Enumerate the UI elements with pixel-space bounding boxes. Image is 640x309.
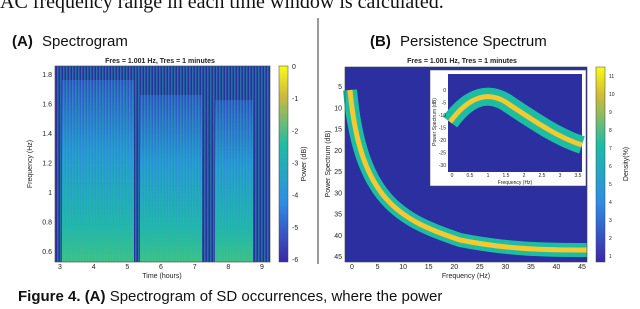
y-tick-label: -2 <box>292 128 298 135</box>
y-tick-label: 2 <box>609 236 612 242</box>
caption-text: Spectrogram of SD occurrences, where the… <box>110 288 443 305</box>
y-tick-label: 5 <box>338 84 342 91</box>
y-tick-label: 15 <box>334 127 342 134</box>
colorbar <box>278 65 289 263</box>
x-tick-label: 8 <box>226 264 230 271</box>
y-tick-label: -15 <box>439 126 446 132</box>
x-tick-label: 0 <box>451 173 454 179</box>
x-tick-label: 30 <box>501 264 509 271</box>
caption-figure: Figure 4. <box>18 288 81 305</box>
y-tick-label: 0.8 <box>42 220 52 227</box>
panel-label: (A) <box>12 33 33 50</box>
x-tick-label: 6 <box>159 264 163 271</box>
x-tick-label: 10 <box>399 264 407 271</box>
caption: Figure 4. (A) Spectrogram of SD occurren… <box>18 288 442 305</box>
x-tick-label: 9 <box>260 264 264 271</box>
y-tick-label: 1 <box>609 254 612 260</box>
colorbar-label: Density(%) <box>623 147 630 181</box>
x-tick-label: 7 <box>193 264 197 271</box>
plot-frame <box>54 65 271 263</box>
y-tick-label: -1 <box>292 96 298 103</box>
x-tick-label: 0.5 <box>467 173 474 179</box>
y-tick-label: 0 <box>292 64 296 71</box>
y-tick-label: -20 <box>439 138 446 144</box>
caption-panel: (A) <box>85 288 106 305</box>
x-tick-label: 1 <box>487 173 490 179</box>
x-tick-label: 40 <box>553 264 561 271</box>
plot-frame <box>344 66 588 263</box>
inset-y-label: Power Spectrum (dB) <box>432 98 438 146</box>
x-tick-label: 3 <box>58 264 62 271</box>
x-tick-label: 0 <box>350 264 354 271</box>
inset-x-label: Frequency (Hz) <box>498 180 533 186</box>
y-tick-label: 8 <box>609 128 612 134</box>
y-tick-label: -5 <box>442 101 447 107</box>
y-tick-label: 11 <box>609 74 614 80</box>
y-tick-label: 45 <box>334 254 342 261</box>
y-tick-label: 6 <box>609 164 612 170</box>
plot-title: Fres = 1.001 Hz, Tres = 1 minutes <box>105 58 215 65</box>
plot-title: Fres = 1.001 Hz, Tres = 1 minutes <box>407 58 517 65</box>
y-tick-label: -30 <box>439 163 446 169</box>
inset-core <box>447 94 583 148</box>
y-tick-label: -5 <box>292 225 298 232</box>
panel-label: (B) <box>370 33 391 50</box>
y-tick-label: 10 <box>334 105 342 112</box>
y-axis-label: Frequency (Hz) <box>27 140 34 188</box>
x-tick-label: 2.5 <box>539 173 546 179</box>
y-tick-label: 1 <box>48 190 52 197</box>
x-tick-label: 15 <box>425 264 433 271</box>
y-axis-label: Power Spectrum (dB) <box>325 131 332 198</box>
y-tick-label: 10 <box>609 92 615 98</box>
y-tick-label: 30 <box>334 190 342 197</box>
y-tick-label: -10 <box>439 113 446 119</box>
x-tick-label: 5 <box>376 264 380 271</box>
y-tick-label: 1.2 <box>42 161 52 168</box>
y-tick-label: 4 <box>609 200 612 206</box>
y-tick-label: 25 <box>334 169 342 176</box>
x-tick-label: 2 <box>523 173 526 179</box>
y-tick-label: 1.6 <box>42 102 52 109</box>
y-tick-label: 40 <box>334 233 342 240</box>
colorbar <box>595 66 606 263</box>
spectrogram-texture <box>55 66 270 262</box>
x-tick-label: 45 <box>578 264 586 271</box>
y-tick-label: 0 <box>443 88 446 94</box>
y-tick-label: -6 <box>292 257 298 264</box>
x-axis-label: Frequency (Hz) <box>442 273 490 280</box>
x-tick-label: 3.5 <box>575 173 582 179</box>
x-tick-label: 5 <box>125 264 129 271</box>
panel-title: Persistence Spectrum <box>400 33 547 50</box>
x-axis-label: Time (hours) <box>142 273 181 280</box>
y-tick-label: 1.8 <box>42 72 52 79</box>
y-tick-label: -25 <box>439 151 446 157</box>
x-tick-label: 1.5 <box>503 173 510 179</box>
y-tick-label: -3 <box>292 161 298 168</box>
x-tick-label: 25 <box>476 264 484 271</box>
colorbar-label: Power (dB) <box>301 146 308 181</box>
y-tick-label: 1.4 <box>42 131 52 138</box>
y-tick-label: 20 <box>334 148 342 155</box>
y-tick-label: 7 <box>609 146 612 152</box>
y-tick-label: 0.6 <box>42 249 52 256</box>
x-tick-label: 3 <box>559 173 562 179</box>
persistence-core <box>347 89 588 253</box>
x-tick-label: 35 <box>527 264 535 271</box>
x-tick-label: 4 <box>92 264 96 271</box>
x-tick-label: 20 <box>450 264 458 271</box>
y-tick-label: 5 <box>609 182 612 188</box>
y-tick-label: 3 <box>609 218 612 224</box>
y-tick-label: -4 <box>292 193 298 200</box>
y-tick-label: 35 <box>334 212 342 219</box>
inset-background <box>448 74 582 172</box>
top-text: AC frequency range in each time window i… <box>0 0 444 13</box>
panel-title: Spectrogram <box>42 33 128 50</box>
y-tick-label: 9 <box>609 110 612 116</box>
